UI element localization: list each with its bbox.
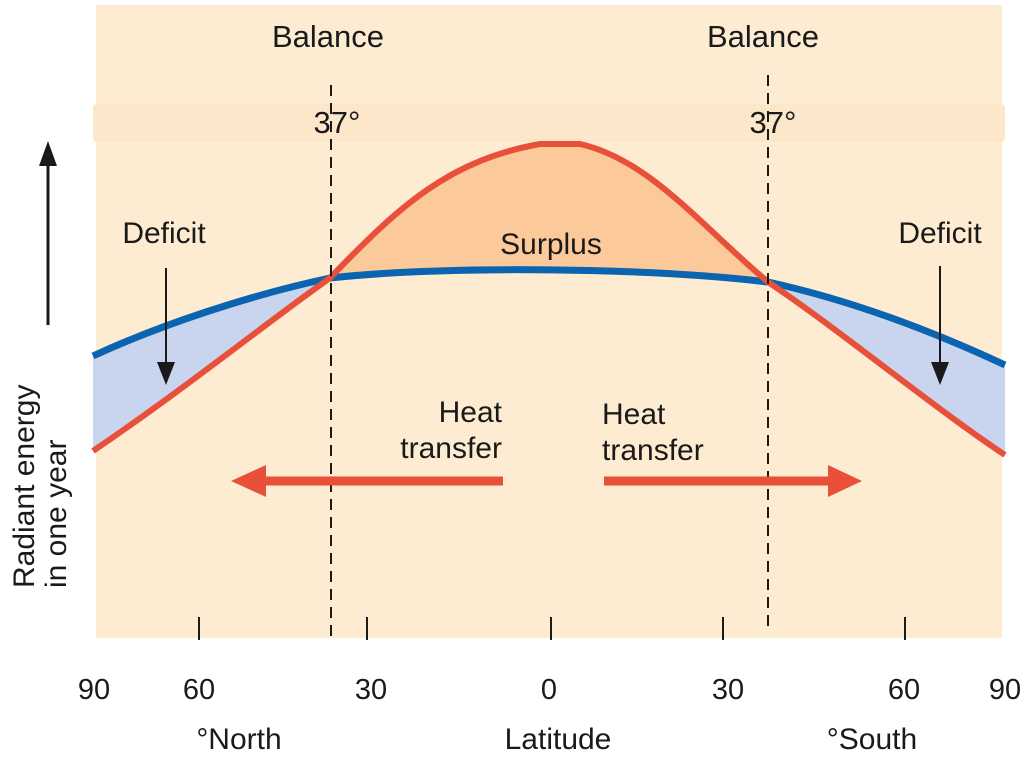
deficit-arrowhead-right	[931, 362, 949, 385]
x-tick-label: 30	[355, 674, 387, 706]
x-axis-north-label: °North	[196, 723, 281, 756]
y-axis-label: Radiant energy in one year	[8, 385, 73, 588]
outgoing-radiation-curve	[91, 266, 1007, 369]
heat-transfer-arrowhead-right	[828, 465, 862, 497]
heat-transfer-label-right-line2: transfer	[602, 434, 704, 467]
x-tick-label: 60	[183, 674, 215, 706]
y-axis-label-line1: Radiant energy	[8, 385, 41, 588]
x-axis-title: Latitude	[505, 723, 612, 756]
incoming-radiation-curve	[91, 141, 1007, 458]
y-axis-label-line2: in one year	[40, 440, 73, 588]
x-axis-south-label: °South	[827, 723, 917, 756]
balance-label-right: Balance	[707, 19, 819, 54]
x-tick-label: 90	[989, 674, 1021, 706]
heat-transfer-label-left-line2: transfer	[400, 432, 502, 465]
heat-transfer-label-right-line1: Heat	[602, 398, 666, 431]
deficit-arrowhead-left	[157, 362, 175, 385]
heat-transfer-label-left-line1: Heat	[439, 396, 503, 429]
surplus-area	[330, 144, 768, 282]
surplus-label: Surplus	[500, 228, 602, 261]
header-band	[93, 104, 1005, 142]
balance-degree-right: 37°	[750, 105, 797, 140]
x-tick-label: 0	[541, 674, 557, 706]
y-axis-arrowhead	[39, 141, 57, 166]
deficit-label-left: Deficit	[122, 217, 206, 250]
x-tick-label: 60	[888, 674, 920, 706]
deficit-label-right: Deficit	[898, 217, 982, 250]
balance-label-left: Balance	[272, 19, 384, 54]
balance-degree-left: 37°	[314, 105, 361, 140]
x-tick-label: 90	[78, 674, 110, 706]
heat-transfer-arrowhead-left	[231, 465, 266, 497]
x-tick-label: 30	[712, 674, 744, 706]
